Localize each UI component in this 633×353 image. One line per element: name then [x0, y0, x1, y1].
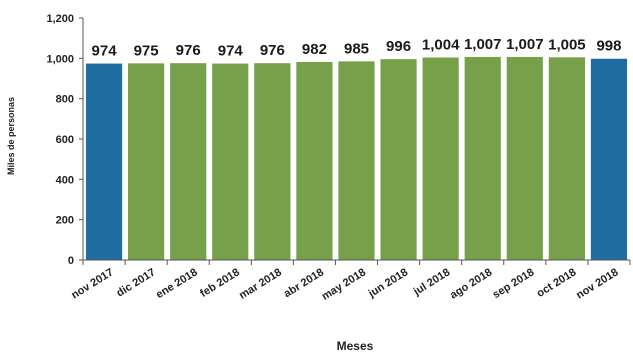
bars: 974 975 976 974 976 982 985 996 1,004 1,007 1,007 1…	[85, 36, 628, 261]
data-label: 1,004	[422, 37, 460, 54]
data-label: 1,005	[548, 36, 586, 53]
y-tick-label: 1,200	[46, 13, 74, 25]
bar	[338, 61, 375, 260]
data-label: 998	[596, 38, 621, 55]
bar	[128, 63, 165, 260]
data-label: 976	[176, 42, 201, 59]
x-tick-label: may 2018	[320, 266, 368, 302]
y-axis: 0 200 400 600 800 1,000 1,200	[46, 13, 84, 267]
x-tick-label: sep 2018	[491, 266, 537, 301]
bar	[254, 63, 291, 260]
x-tick-label: jun 2018	[366, 266, 411, 300]
y-axis-title: Miles de personas	[6, 97, 16, 175]
data-label: 1,007	[464, 36, 502, 53]
x-tick-label: ago 2018	[448, 266, 494, 301]
bar	[85, 63, 123, 261]
x-tick-label: jul 2018	[411, 266, 452, 298]
y-tick-label: 0	[68, 255, 74, 267]
data-label: 996	[386, 38, 411, 55]
data-label: 1,007	[506, 36, 544, 53]
y-tick-label: 800	[56, 94, 74, 106]
bar	[464, 56, 501, 261]
x-tick-label: nov 2017	[69, 266, 115, 301]
y-tick-label: 1,000	[46, 53, 74, 65]
x-tick-label: mar 2018	[237, 266, 284, 301]
data-label: 974	[218, 43, 244, 60]
x-tick-label: ene 2018	[154, 266, 200, 301]
x-axis-title: Meses	[337, 339, 374, 353]
data-label: 975	[134, 42, 159, 59]
x-tick-label: feb 2018	[198, 266, 242, 300]
x-tick-label: abr 2018	[282, 266, 326, 300]
y-tick-label: 400	[56, 174, 74, 186]
x-tick-label: oct 2018	[535, 266, 579, 300]
y-tick-label: 600	[56, 134, 74, 146]
bar	[422, 57, 459, 260]
bar	[296, 61, 333, 260]
y-tick-label: 200	[56, 215, 74, 227]
x-tick-label: dic 2017	[115, 266, 158, 299]
bar	[506, 56, 543, 261]
bar	[380, 59, 417, 260]
data-label: 985	[344, 40, 369, 57]
bar	[212, 63, 249, 261]
bar	[548, 57, 585, 261]
data-label: 976	[260, 42, 285, 59]
x-tick-label: nov 2018	[574, 266, 620, 301]
bar	[170, 63, 207, 260]
data-label: 982	[302, 41, 327, 58]
bar	[590, 58, 628, 261]
data-label: 974	[92, 43, 118, 60]
